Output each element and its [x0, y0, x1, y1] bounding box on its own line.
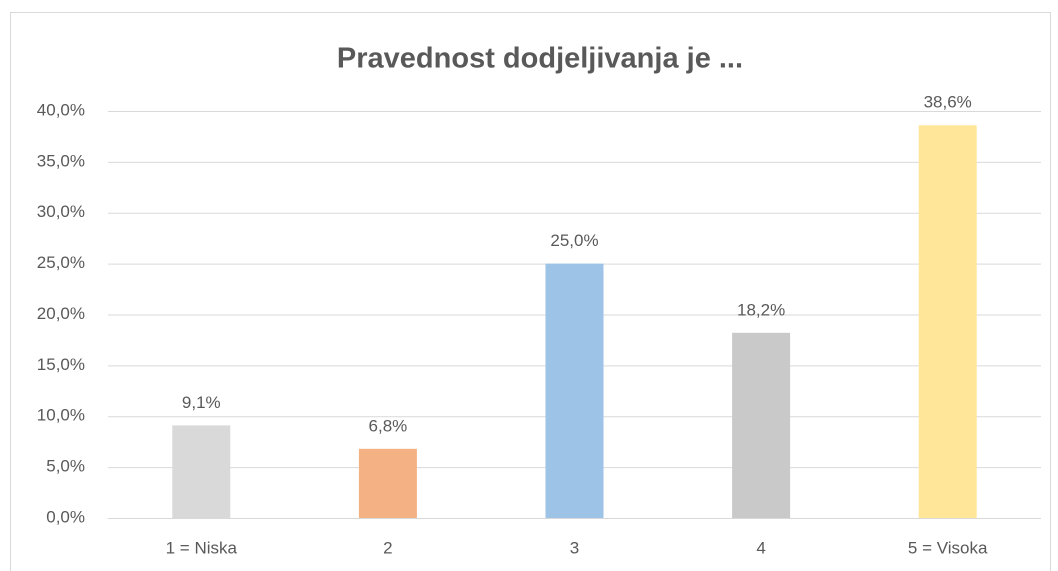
- data-label: 9,1%: [182, 393, 221, 412]
- data-label: 6,8%: [369, 416, 408, 435]
- y-tick-label: 35,0%: [37, 151, 85, 170]
- bar: [732, 332, 791, 518]
- data-label: 38,6%: [924, 93, 972, 112]
- x-tick-label: 4: [756, 538, 765, 557]
- y-tick-label: 5,0%: [46, 457, 85, 476]
- y-tick-label: 10,0%: [37, 406, 85, 425]
- chart-title: Pravednost dodjeljivanja je ...: [337, 43, 743, 75]
- bar: [545, 263, 604, 518]
- bar: [172, 425, 231, 518]
- chart-frame: [10, 12, 1051, 571]
- bar: [918, 125, 977, 519]
- y-tick-label: 0,0%: [46, 507, 85, 526]
- bar: [358, 448, 417, 518]
- x-tick-label: 1 = Niska: [166, 538, 238, 557]
- y-tick-label: 30,0%: [37, 202, 85, 221]
- y-tick-label: 20,0%: [37, 304, 85, 323]
- y-tick-label: 15,0%: [37, 355, 85, 374]
- data-label: 25,0%: [550, 231, 598, 250]
- x-tick-label: 5 = Visoka: [908, 538, 988, 557]
- y-tick-label: 25,0%: [37, 253, 85, 272]
- y-tick-label: 40,0%: [37, 100, 85, 119]
- x-tick-label: 3: [570, 538, 579, 557]
- data-label: 18,2%: [737, 300, 785, 319]
- x-tick-label: 2: [383, 538, 392, 557]
